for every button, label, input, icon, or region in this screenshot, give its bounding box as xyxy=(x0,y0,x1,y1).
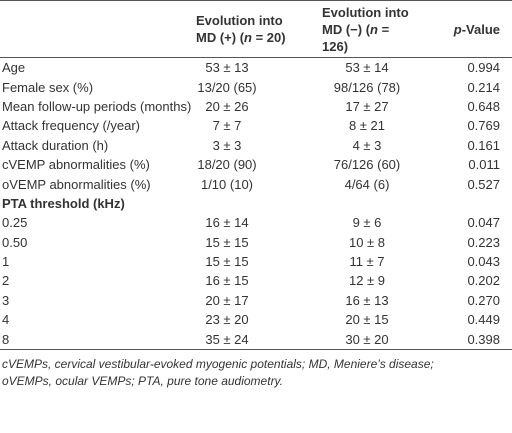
table-cell: 17 ± 27 xyxy=(345,98,389,114)
table-cell: 0.214 xyxy=(467,79,500,95)
header-text: Evolution into xyxy=(322,4,409,20)
table-row: 8 35 ± 24 30 ± 20 0.398 xyxy=(0,329,512,350)
table-cell: 18/20 (90) xyxy=(197,157,257,173)
header-cell: Evolution into MD (−) (n = 126) xyxy=(322,0,412,58)
table-row: 4 23 ± 20 20 ± 15 0.449 xyxy=(0,310,512,329)
header-cell xyxy=(0,0,192,58)
table-cell: 1/10 (10) xyxy=(200,176,254,192)
table-cell: 30 ± 20 xyxy=(322,329,412,350)
table-cell: 76/126 (60) xyxy=(333,157,401,173)
header-row: Evolution into MD (+) (n = 20) Evolution… xyxy=(0,0,512,58)
table-row: Female sex (%) 13/20 (65) 98/126 (78) 0.214 xyxy=(0,77,512,96)
table-row: Attack frequency (/year) 7 ± 7 8 ± 21 0.769 xyxy=(0,116,512,135)
table-cell: 53 ± 13 xyxy=(205,60,249,76)
table-row: cVEMP abnormalities (%) 18/20 (90) 76/126 … xyxy=(0,155,512,174)
table-row: oVEMP abnormalities (%) 1/10 (10) 4/64 (6)… xyxy=(0,174,512,193)
table-cell: 3 ± 3 xyxy=(212,137,242,153)
table-cell: 13/20 (65) xyxy=(197,79,257,95)
table-cell: 15 ± 15 xyxy=(205,234,249,250)
row-label: cVEMP abnormalities (%) xyxy=(2,157,150,173)
table-cell: 53 ± 14 xyxy=(345,60,389,76)
row-label: oVEMP abnormalities (%) xyxy=(2,176,151,192)
table-cell: 0.270 xyxy=(467,292,500,308)
table-row: 1 15 ± 15 11 ± 7 0.043 xyxy=(0,252,512,271)
table-cell: 9 ± 6 xyxy=(352,215,382,231)
table-cell: 0.202 xyxy=(467,273,500,289)
table-row: 2 16 ± 15 12 ± 9 0.202 xyxy=(0,271,512,290)
row-label: Mean follow-up periods (months) xyxy=(2,98,192,114)
section-heading: PTA threshold (kHz) xyxy=(2,195,125,211)
data-table: Evolution into MD (+) (n = 20) Evolution… xyxy=(0,0,512,350)
table-cell: 12 ± 9 xyxy=(348,273,386,289)
table-row: 0.50 15 ± 15 10 ± 8 0.223 xyxy=(0,233,512,252)
table-row: 0.25 16 ± 14 9 ± 6 0.047 xyxy=(0,213,512,232)
row-label: 4 xyxy=(2,312,10,328)
table-cell: 0.223 xyxy=(467,234,500,250)
row-label: 2 xyxy=(2,273,10,289)
footnote-line: cVEMPs, cervical vestibular-evoked myoge… xyxy=(2,356,434,371)
footnote-line: oVEMPs, ocular VEMPs; PTA, pure tone aud… xyxy=(2,373,284,388)
header-text: = 20) xyxy=(251,30,286,45)
header-text: MD (−) ( xyxy=(322,21,371,37)
footnote: cVEMPs, cervical vestibular-evoked myoge… xyxy=(0,356,512,390)
row-label: Female sex (%) xyxy=(2,79,94,95)
table-cell: 0.648 xyxy=(467,98,500,114)
table-cell: 35 ± 24 xyxy=(192,329,322,350)
table-cell: 0.769 xyxy=(467,118,500,134)
table-cell: 0.398 xyxy=(412,329,512,350)
table-cell: 0.161 xyxy=(467,137,500,153)
row-label: 8 xyxy=(0,329,192,350)
table-cell: 98/126 (78) xyxy=(333,79,401,95)
table-cell: 0.011 xyxy=(468,157,500,173)
table-cell: 20 ± 26 xyxy=(205,98,249,114)
table-cell: 16 ± 14 xyxy=(205,215,249,231)
table-cell: 16 ± 13 xyxy=(345,292,389,308)
table-cell: 4 ± 3 xyxy=(352,137,382,153)
table-cell: 0.994 xyxy=(467,60,500,76)
header-text: = 126) xyxy=(322,21,390,54)
header-cell: p-Value xyxy=(412,0,512,58)
table-cell: 4/64 (6) xyxy=(344,176,390,192)
table-cell: 15 ± 15 xyxy=(205,254,249,270)
table-body: Age 53 ± 13 53 ± 14 0.994 Female sex (%) 13/2… xyxy=(0,58,512,350)
row-label: 3 xyxy=(2,292,10,308)
row-label: 1 xyxy=(2,254,10,270)
header-text: -Value xyxy=(461,21,500,37)
table-cell: 11 ± 7 xyxy=(349,254,385,270)
header-text: n xyxy=(370,21,378,37)
table-cell: 16 ± 15 xyxy=(205,273,249,289)
header-text: n xyxy=(244,30,252,45)
table-row: Attack duration (h) 3 ± 3 4 ± 3 0.161 xyxy=(0,136,512,155)
header-text: MD (+) ( xyxy=(196,30,245,45)
table-cell: 8 ± 21 xyxy=(348,118,386,134)
row-label: 0.50 xyxy=(2,234,28,250)
table-cell: 0.527 xyxy=(467,176,500,192)
table-cell: 7 ± 7 xyxy=(212,118,242,134)
header-cell: Evolution into MD (+) (n = 20) xyxy=(192,0,322,58)
table-cell: 20 ± 17 xyxy=(205,292,249,308)
table-cell: 20 ± 15 xyxy=(345,312,389,328)
table-row: Age 53 ± 13 53 ± 14 0.994 xyxy=(0,58,512,78)
table-row: Mean follow-up periods (months) 20 ± 26 17… xyxy=(0,97,512,116)
table-cell: 0.043 xyxy=(467,254,500,270)
table-cell: 0.047 xyxy=(467,215,500,231)
table-cell: 23 ± 20 xyxy=(205,312,249,328)
table-cell: 10 ± 8 xyxy=(348,234,386,250)
header-text: Evolution into xyxy=(196,13,283,28)
row-label: Age xyxy=(2,60,26,76)
row-label: Attack frequency (/year) xyxy=(2,118,140,134)
table-cell: 0.449 xyxy=(467,312,500,328)
table-header: Evolution into MD (+) (n = 20) Evolution… xyxy=(0,0,512,58)
table-row: PTA threshold (kHz) xyxy=(0,194,512,213)
header-text: p xyxy=(453,21,462,37)
table-row: 3 20 ± 17 16 ± 13 0.270 xyxy=(0,291,512,310)
row-label: Attack duration (h) xyxy=(2,137,109,153)
row-label: 0.25 xyxy=(2,215,28,231)
